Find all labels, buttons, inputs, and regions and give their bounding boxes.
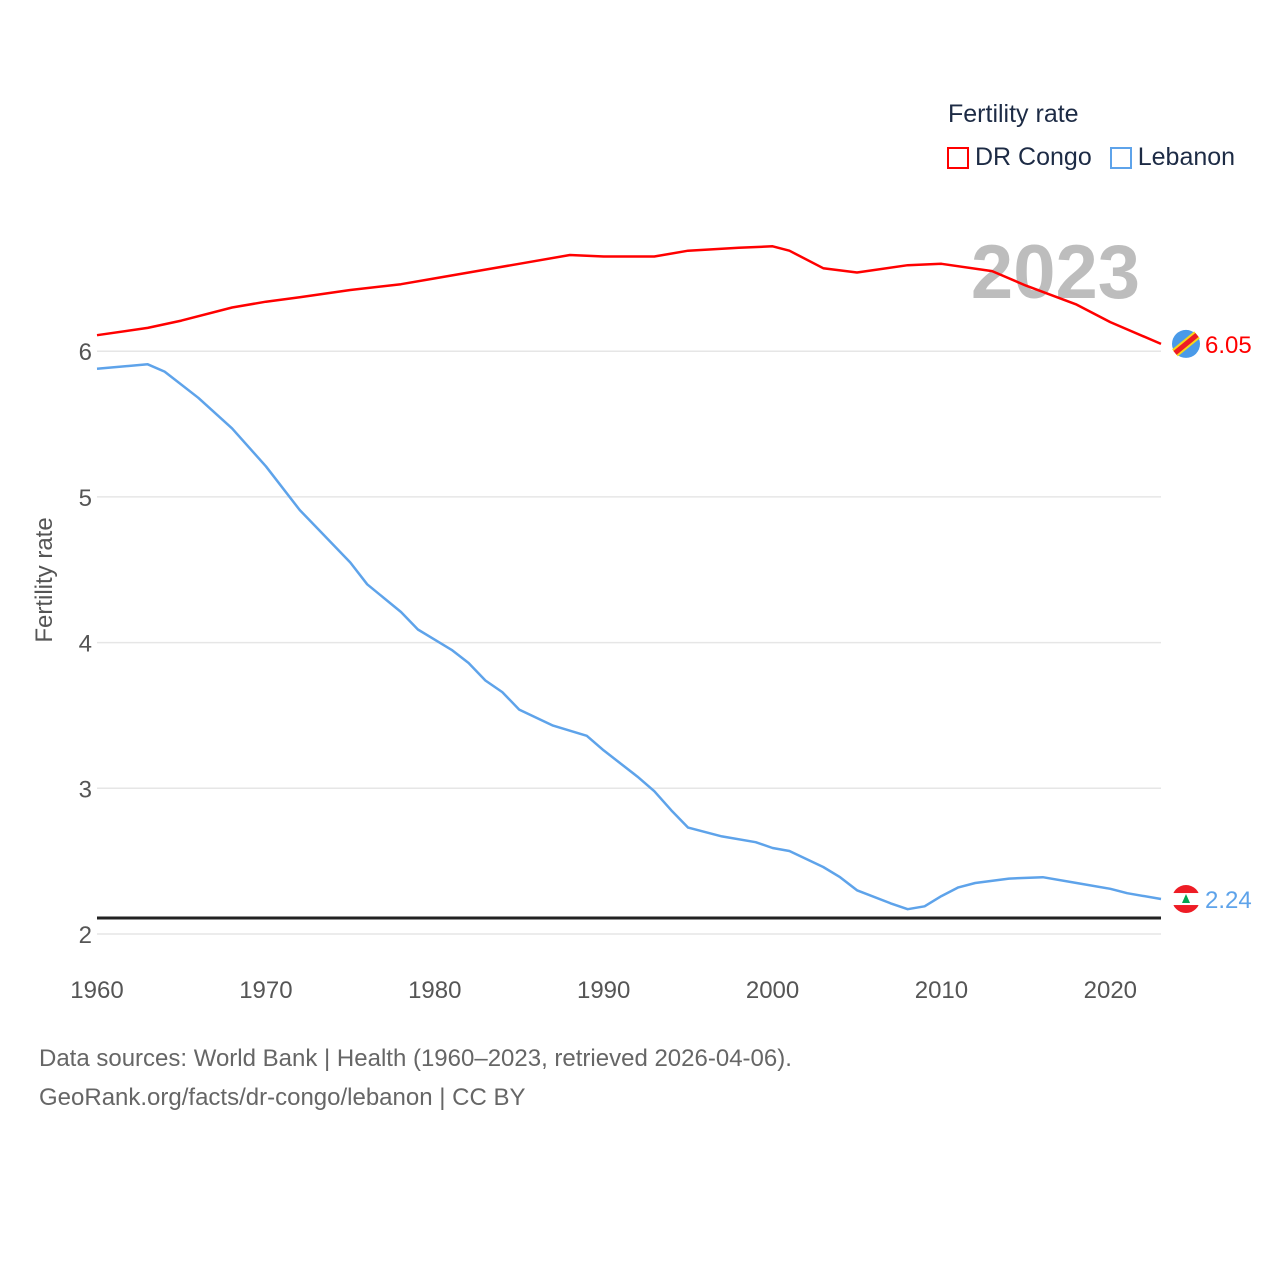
y-tick-label: 5 bbox=[79, 485, 92, 512]
cedar-icon bbox=[1182, 894, 1190, 904]
y-tick-label: 3 bbox=[79, 776, 92, 803]
legend: DR Congo Lebanon bbox=[947, 143, 1235, 172]
x-tick-label: 1960 bbox=[70, 977, 123, 1004]
x-tick-label: 2010 bbox=[915, 977, 968, 1004]
data-source-note: Data sources: World Bank | Health (1960–… bbox=[39, 1045, 792, 1072]
x-tick-label: 2000 bbox=[746, 977, 799, 1004]
attribution-link[interactable]: GeoRank.org/facts/dr-congo/lebanon | CC … bbox=[39, 1084, 526, 1111]
legend-item-dr-congo[interactable]: DR Congo bbox=[947, 143, 1092, 172]
series-line-lebanon bbox=[96, 363, 1162, 911]
legend-swatch-lebanon bbox=[1109, 146, 1132, 169]
y-tick-label: 6 bbox=[79, 339, 92, 366]
legend-label: DR Congo bbox=[975, 143, 1092, 171]
x-tick-label: 1990 bbox=[577, 977, 630, 1004]
x-tick-label: 2020 bbox=[1084, 977, 1137, 1004]
legend-title: Fertility rate bbox=[948, 100, 1079, 128]
y-axis-label: Fertility rate bbox=[31, 517, 58, 642]
legend-swatch-dr-congo bbox=[947, 146, 969, 169]
y-tick-label: 2 bbox=[79, 922, 92, 949]
year-watermark: 2023 bbox=[971, 230, 1140, 315]
end-value-label: 2.24 bbox=[1205, 887, 1252, 914]
flag-stripe bbox=[1173, 332, 1199, 355]
y-tick-label: 4 bbox=[79, 631, 92, 658]
x-tick-label: 1970 bbox=[239, 977, 292, 1004]
x-tick-label: 1980 bbox=[408, 977, 461, 1004]
legend-item-lebanon[interactable]: Lebanon bbox=[1109, 143, 1236, 172]
end-value-label: 6.05 bbox=[1205, 332, 1252, 359]
series-line-dr-congo bbox=[96, 245, 1162, 346]
legend-label: Lebanon bbox=[1137, 143, 1236, 171]
